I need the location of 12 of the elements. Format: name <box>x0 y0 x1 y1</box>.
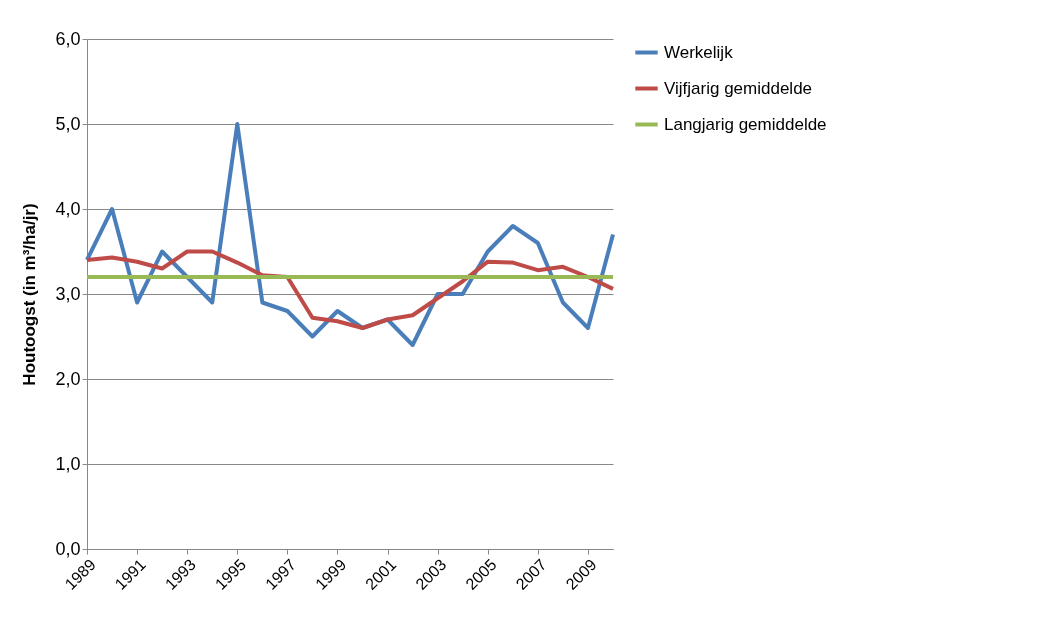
legend-label: Langjarig gemiddelde <box>664 114 827 134</box>
line-series <box>85 249 615 330</box>
y-tick-label: 6,0 <box>55 28 81 49</box>
legend-label: Vijfjarig gemiddelde <box>664 78 813 98</box>
y-tick-label: 2,0 <box>55 368 81 389</box>
y-tick-label: 1,0 <box>55 453 81 474</box>
legend-label: Werkelijk <box>664 42 734 62</box>
y-axis-title: Houtoogst (in m³/ha/jr) <box>20 203 40 386</box>
y-tick-label: 3,0 <box>55 283 81 304</box>
y-tick-label: 0,0 <box>55 538 81 559</box>
y-tick-label: 5,0 <box>55 113 81 134</box>
y-tick-label: 4,0 <box>55 198 81 219</box>
